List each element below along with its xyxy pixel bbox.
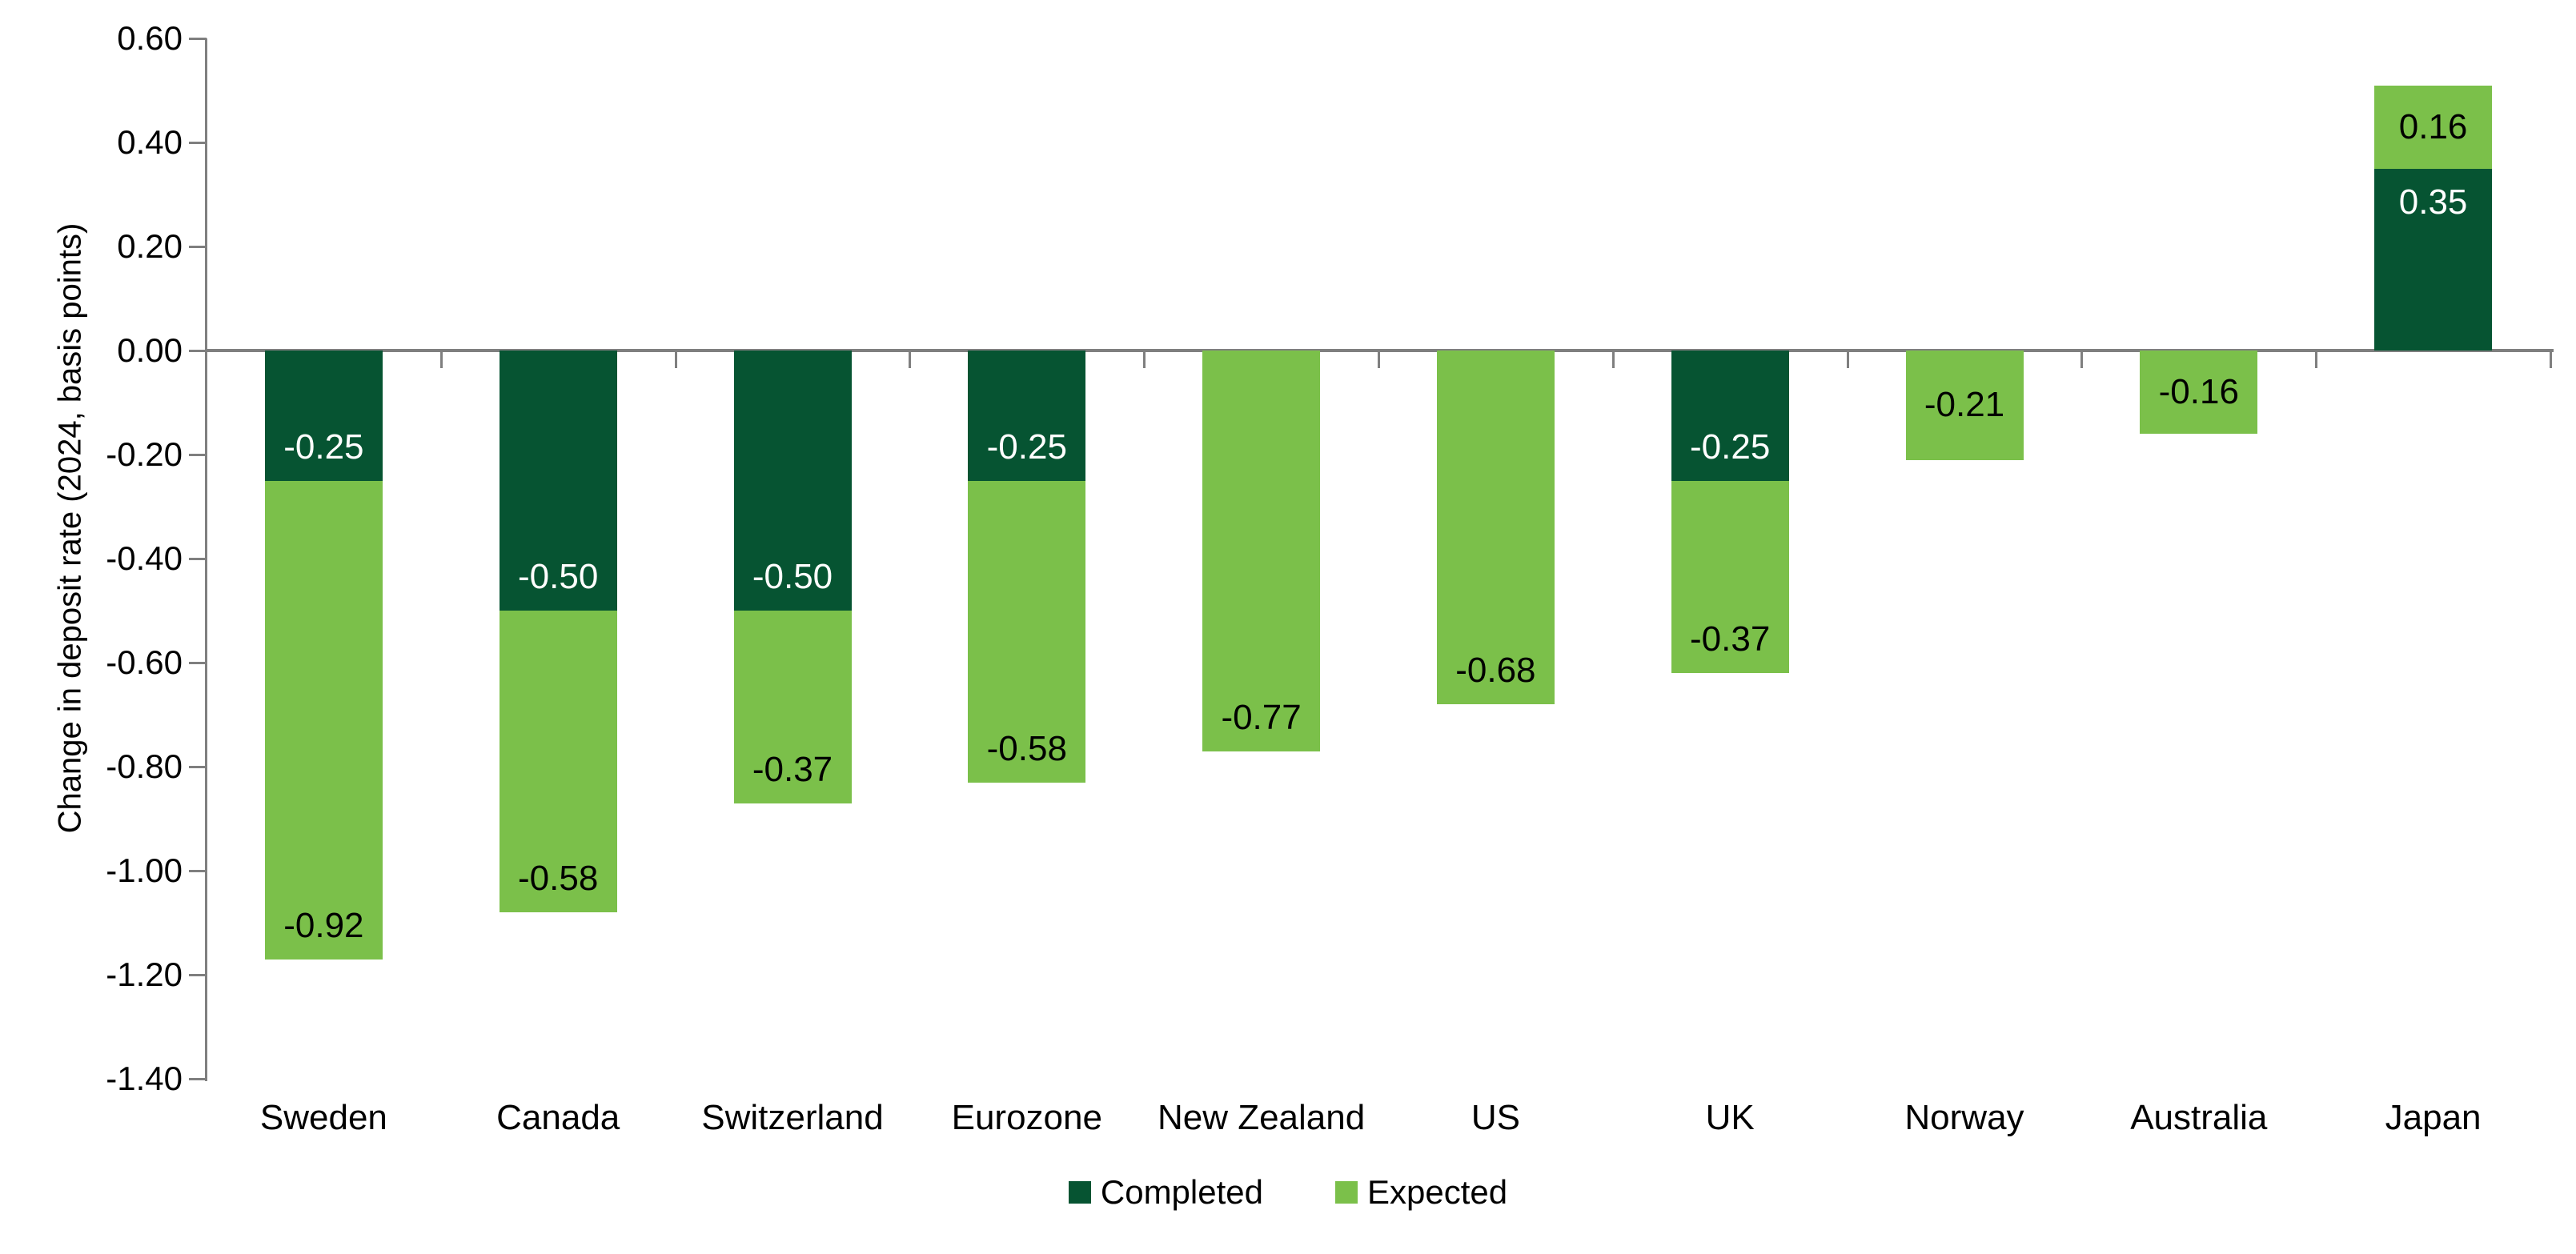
- bar-label-completed-japan: 0.35: [2398, 182, 2468, 222]
- bar-segment-completed-canada: -0.50: [499, 351, 617, 611]
- legend-swatch-completed: [1068, 1181, 1091, 1204]
- x-label-eurozone: Eurozone: [951, 1098, 1102, 1137]
- x-label-switzerland: Switzerland: [701, 1098, 884, 1137]
- bar-label-completed-sweden: -0.25: [283, 427, 364, 467]
- x-tick-mark: [674, 351, 677, 368]
- y-tick-label: -1.40: [106, 1060, 183, 1097]
- y-tick-label: -1.20: [106, 956, 183, 993]
- y-tick-label: -0.60: [106, 643, 183, 681]
- bar-segment-expected-switzerland: -0.37: [733, 611, 852, 803]
- bar-segment-expected-canada: -0.58: [499, 611, 617, 912]
- legend-swatch-expected: [1334, 1181, 1358, 1204]
- x-label-norway: Norway: [1904, 1098, 2024, 1137]
- bar-segment-completed-uk: -0.25: [1671, 351, 1789, 481]
- y-tick-mark: [189, 870, 207, 872]
- x-tick-mark: [1143, 351, 1146, 368]
- bar-label-expected-canada: -0.58: [518, 859, 599, 898]
- y-tick-label: 0.40: [117, 123, 183, 161]
- y-tick-mark: [189, 974, 207, 976]
- bar-segment-expected-us: -0.68: [1436, 351, 1555, 704]
- bar-label-expected-us: -0.68: [1455, 651, 1536, 690]
- legend-label-completed: Completed: [1100, 1173, 1263, 1211]
- y-tick-label: 0.00: [117, 331, 183, 369]
- bar-label-completed-uk: -0.25: [1690, 427, 1771, 467]
- y-tick-label: -0.40: [106, 539, 183, 577]
- x-label-sweden: Sweden: [259, 1098, 387, 1137]
- bar-segment-completed-japan: 0.35: [2374, 168, 2493, 351]
- bar-label-expected-norway: -0.21: [1924, 385, 2005, 425]
- bar-label-expected-sweden: -0.92: [283, 905, 364, 945]
- bar-segment-expected-australia: -0.16: [2140, 351, 2258, 434]
- x-label-japan: Japan: [2385, 1098, 2482, 1137]
- bar-label-expected-uk: -0.37: [1690, 619, 1771, 659]
- y-axis-title: Change in deposit rate (2024, basis poin…: [52, 222, 88, 834]
- bar-segment-expected-new-zealand: -0.77: [1202, 351, 1321, 751]
- x-label-uk: UK: [1705, 1098, 1755, 1137]
- y-tick-label: -0.80: [106, 747, 183, 785]
- y-tick-label: -0.20: [106, 435, 183, 473]
- bar-label-completed-canada: -0.50: [518, 557, 599, 596]
- bar-segment-completed-eurozone: -0.25: [968, 351, 1086, 481]
- y-tick-mark: [189, 350, 207, 352]
- y-tick-mark: [189, 246, 207, 248]
- x-label-us: US: [1471, 1098, 1520, 1137]
- x-label-australia: Australia: [2130, 1098, 2268, 1137]
- y-tick-mark: [189, 1078, 207, 1080]
- bar-label-completed-switzerland: -0.50: [752, 557, 833, 596]
- x-tick-mark: [2315, 351, 2318, 368]
- x-label-new-zealand: New Zealand: [1157, 1098, 1366, 1137]
- y-tick-mark: [189, 454, 207, 456]
- x-tick-mark: [439, 351, 443, 368]
- bar-segment-expected-japan: 0.16: [2374, 85, 2493, 169]
- bar-segment-expected-eurozone: -0.58: [968, 480, 1086, 783]
- bar-segment-expected-sweden: -0.92: [264, 480, 383, 960]
- bar-segment-completed-sweden: -0.25: [264, 351, 383, 481]
- y-tick-label: 0.20: [117, 227, 183, 265]
- y-tick-mark: [189, 142, 207, 144]
- x-tick-mark: [2080, 351, 2084, 368]
- bar-segment-completed-switzerland: -0.50: [733, 351, 852, 611]
- x-tick-mark: [1611, 351, 1615, 368]
- y-tick-label: 0.60: [117, 19, 183, 57]
- bar-label-completed-eurozone: -0.25: [986, 427, 1067, 467]
- y-tick-mark: [189, 662, 207, 664]
- bar-label-expected-switzerland: -0.37: [752, 749, 833, 789]
- legend-item-completed: Completed: [1068, 1173, 1263, 1211]
- x-tick-mark: [1378, 351, 1380, 368]
- bar-segment-expected-uk: -0.37: [1671, 480, 1789, 673]
- y-tick-mark: [189, 38, 207, 40]
- y-tick-mark: [189, 766, 207, 768]
- legend-label-expected: Expected: [1366, 1173, 1508, 1211]
- legend: Completed Expected: [0, 1175, 2576, 1210]
- y-tick-mark: [189, 558, 207, 560]
- y-tick-label: -1.00: [106, 851, 183, 889]
- x-tick-mark: [909, 351, 912, 368]
- bar-label-expected-japan: 0.16: [2398, 106, 2468, 146]
- bar-label-expected-new-zealand: -0.77: [1221, 697, 1302, 737]
- bar-segment-expected-norway: -0.21: [1905, 351, 2024, 460]
- x-label-canada: Canada: [496, 1098, 620, 1137]
- bar-label-expected-eurozone: -0.58: [986, 728, 1067, 768]
- x-tick-mark: [1846, 351, 1849, 368]
- legend-item-expected: Expected: [1334, 1173, 1508, 1211]
- bar-label-expected-australia: -0.16: [2158, 372, 2239, 411]
- x-tick-mark: [2550, 351, 2552, 368]
